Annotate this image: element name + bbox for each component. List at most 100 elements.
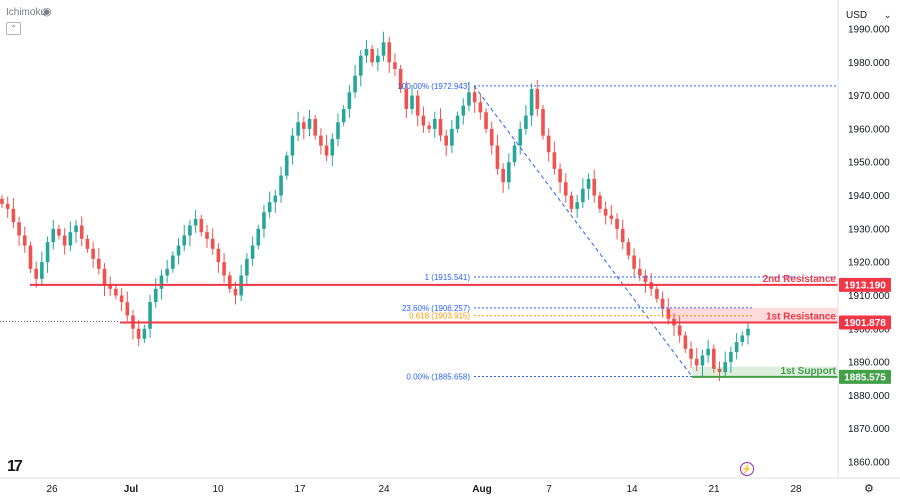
candle-body — [222, 262, 226, 276]
currency-label[interactable]: USD — [846, 10, 868, 21]
candle-body — [336, 122, 340, 139]
candle-body — [472, 92, 477, 103]
candle-body — [68, 232, 73, 246]
candle-body — [114, 288, 118, 296]
candle-body — [717, 368, 722, 373]
time-tick-label: 24 — [378, 484, 390, 495]
price-level-badge — [839, 277, 891, 292]
time-tick-label: Jul — [124, 484, 139, 495]
price-tick-label: 1860.000 — [848, 458, 890, 469]
candle-body — [182, 235, 187, 246]
time-tick-label: 28 — [790, 484, 802, 495]
price-tick-label: 1990.000 — [848, 25, 890, 36]
candle-body — [495, 145, 500, 169]
candle-body — [620, 228, 625, 243]
candle-body — [615, 218, 619, 229]
candle-body — [410, 95, 414, 109]
candle-body — [546, 135, 551, 153]
candle-body — [467, 92, 471, 106]
candle-body — [558, 168, 562, 183]
candle-body — [302, 122, 306, 129]
candle-body — [51, 228, 56, 243]
candle-body — [165, 268, 169, 276]
candle-body — [700, 355, 705, 366]
candle-body — [290, 135, 295, 156]
candle-body — [79, 225, 84, 239]
candle-body — [444, 135, 448, 146]
price-level-badge — [839, 369, 891, 384]
price-level-badge — [839, 315, 891, 330]
candle-body — [694, 358, 699, 366]
candle-body — [210, 238, 215, 249]
candle-body — [57, 228, 61, 236]
price-tick-label: 1870.000 — [848, 424, 890, 435]
price-level-name: 2nd Resistance — [763, 274, 837, 285]
chevron-down-icon[interactable]: ⌄ — [884, 10, 892, 20]
candle-body — [341, 108, 346, 123]
flash-icon[interactable]: ⚡ — [740, 462, 754, 476]
candle-body — [62, 235, 67, 246]
candle-body — [381, 42, 386, 56]
candle-body — [153, 288, 158, 303]
candle-body — [11, 208, 16, 223]
candle-body — [267, 202, 272, 213]
candle-body — [45, 242, 50, 263]
fib-trend-line — [473, 85, 693, 377]
candle-body — [398, 68, 403, 89]
candle-body — [34, 268, 38, 279]
collapse-icon[interactable]: ⌃ — [6, 22, 21, 35]
time-tick-label: 10 — [212, 484, 224, 495]
logo-icon: 17 — [7, 458, 23, 475]
candle-body — [85, 238, 90, 249]
candle-body — [347, 92, 352, 109]
candle-body — [689, 348, 693, 359]
indicator-label[interactable]: Ichimoku — [6, 7, 47, 18]
price-tick-label: 1930.000 — [848, 224, 890, 235]
candle-body — [233, 288, 238, 296]
candle-body — [712, 348, 716, 369]
candle-body — [125, 302, 130, 316]
candle-body — [501, 168, 505, 183]
candle-body — [740, 335, 745, 343]
candle-body — [478, 102, 483, 113]
candle-body — [324, 145, 329, 156]
price-tick-label: 1970.000 — [848, 91, 890, 102]
candle-body — [734, 342, 739, 353]
candle-body — [142, 328, 147, 339]
candle-body — [683, 335, 688, 349]
candle-body — [74, 225, 78, 233]
candle-body — [450, 128, 454, 146]
candle-body — [655, 288, 659, 299]
time-tick-label: 21 — [708, 484, 720, 495]
candle-body — [159, 275, 164, 289]
candle-body — [660, 298, 665, 309]
candle-body — [529, 88, 534, 116]
candle-body — [40, 262, 44, 279]
candle-body — [5, 203, 10, 209]
candle-body — [666, 308, 671, 319]
fib-level-label: 0.00% (1885.658) — [406, 373, 470, 382]
candle-body — [330, 138, 335, 156]
candle-body — [108, 285, 112, 289]
candle-body — [677, 325, 682, 336]
candle-body — [563, 182, 568, 196]
candle-body — [296, 122, 300, 136]
candle-body — [358, 55, 363, 76]
fib-level-label: 1 (1915.541) — [425, 273, 471, 282]
price-axis: 1860.000 1870.000 1880.000 1890.000 1900.000… — [837, 0, 891, 478]
candle-body — [609, 215, 614, 219]
candle-body — [455, 115, 460, 129]
candle-body — [136, 328, 141, 339]
candle-body — [102, 268, 107, 286]
candle-body — [119, 295, 124, 303]
candle-body — [552, 152, 557, 169]
fib-level-label: 100.00% (1972.943) — [398, 82, 471, 91]
candle-body — [535, 88, 540, 109]
eye-icon[interactable]: ◉ — [42, 6, 52, 18]
candle-body — [227, 275, 232, 289]
candle-body — [188, 225, 192, 236]
price-level-value: 1901.878 — [844, 318, 886, 329]
gear-icon[interactable]: ⚙ — [864, 483, 874, 495]
candle-body — [284, 155, 289, 176]
